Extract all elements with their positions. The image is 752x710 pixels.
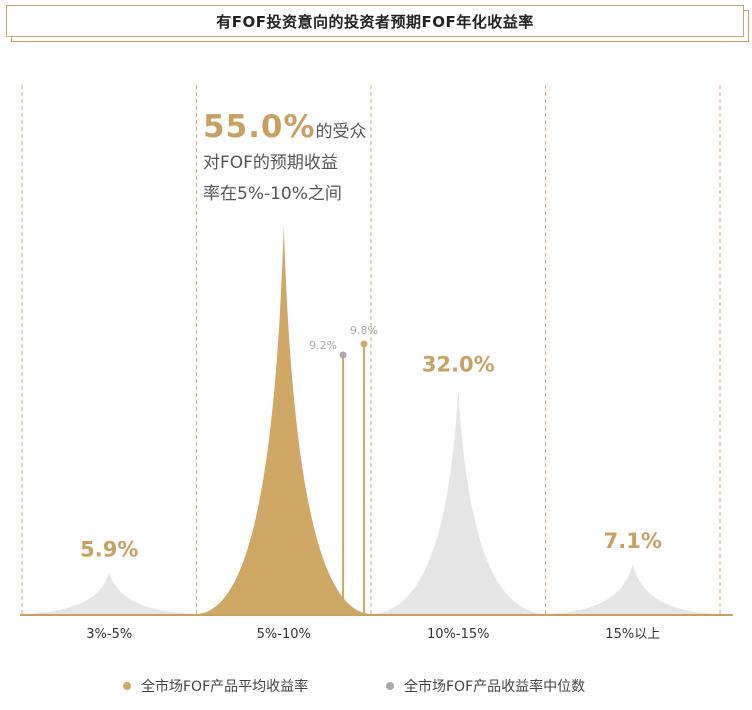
annotation-line2: 对FOF的预期收益 [203,153,338,173]
category-label: 15%以上 [605,627,660,642]
peak-15%以上 [545,563,720,614]
median-marker-label: 9.2% [309,339,337,352]
legend-dot-mean [123,682,131,690]
peak-3%-5% [22,572,197,614]
peak-10%-15% [371,387,546,614]
legend-item-mean: 全市场FOF产品平均收益率 [123,676,308,696]
legend-dot-median [386,682,394,690]
legend: 全市场FOF产品平均收益率 全市场FOF产品收益率中位数 [0,676,752,700]
peak-chart: 5.9% 3%-5% 5%-10% 32.0% 10%-15% 7.1% 15%以上 9.2%… [20,85,733,642]
annotation-line1: 的受众 [315,122,367,142]
mean-marker-dot [360,340,368,348]
legend-item-median: 全市场FOF产品收益率中位数 [386,676,585,696]
legend-label-median: 全市场FOF产品收益率中位数 [404,679,586,695]
title-box: 有FOF投资意向的投资者预期FOF年化收益率 [6,5,744,37]
highlight-annotation: 55.0%的受众 对FOF的预期收益 率在5%-10%之间 [203,112,393,210]
chart-title: 有FOF投资意向的投资者预期FOF年化收益率 [216,12,534,31]
value-label: 32.0% [422,353,495,377]
value-label: 5.9% [80,537,138,561]
category-label: 3%-5% [86,627,132,642]
category-label: 5%-10% [257,627,311,642]
value-label: 7.1% [604,529,662,553]
peak-5%-10% [196,225,371,614]
category-label: 10%-15% [427,627,489,642]
annotation-line3: 率在5%-10%之间 [203,184,342,204]
highlight-value: 55.0% [203,109,316,145]
mean-marker-label: 9.8% [350,324,378,337]
median-marker-dot [339,351,347,359]
legend-label-mean: 全市场FOF产品平均收益率 [141,679,309,695]
